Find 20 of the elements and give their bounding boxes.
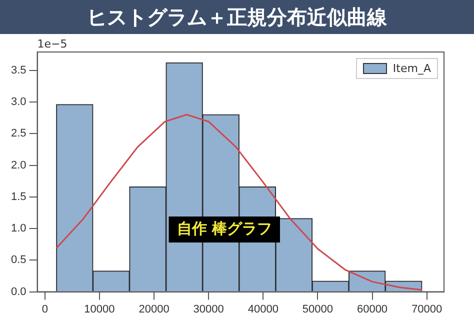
y-tick-label: 1.5: [10, 190, 26, 203]
y-tick-label: 3.0: [10, 96, 26, 108]
x-tick-label: 40000: [248, 303, 278, 316]
x-tick-label: 30000: [193, 303, 224, 316]
x-tick-label: 20000: [138, 303, 170, 316]
y-tick-label: 0.5: [10, 254, 26, 266]
x-tick-label: 0: [42, 303, 48, 316]
text: 1e−5: [37, 37, 68, 50]
y-tick-label: 0.0: [10, 286, 26, 298]
x-tick-label: 60000: [356, 303, 388, 316]
y-tick-label: 2.5: [10, 128, 26, 140]
chart-title: ヒストグラム＋正規分布近似曲線: [0, 0, 474, 34]
y-tick-label: 3.5: [10, 64, 26, 76]
y-tick-label: 1.0: [10, 222, 26, 235]
x-tick-label: 70000: [412, 303, 442, 316]
x-tick-label: 50000: [302, 303, 333, 316]
x-tick-label: 10000: [84, 303, 115, 316]
legend-label: Item_A: [392, 62, 431, 75]
annotation: 自作 棒グラフ: [176, 219, 272, 238]
y-tick-label: 2.0: [10, 159, 26, 172]
